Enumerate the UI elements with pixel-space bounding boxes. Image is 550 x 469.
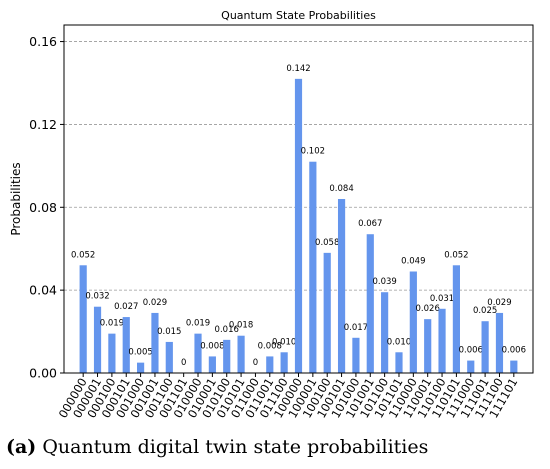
figure-caption: (a) Quantum digital twin state probabili…	[6, 436, 546, 458]
data-label: 0.049	[401, 257, 425, 267]
bar-010101	[237, 335, 245, 373]
caption-text: Quantum digital twin state probabilities	[36, 436, 429, 458]
y-axis-label: Probabilities	[9, 162, 23, 235]
y-tick-label: 0.08	[29, 200, 57, 215]
data-label: 0.010	[272, 337, 296, 347]
bar-111101	[510, 360, 518, 373]
bar-100000	[294, 78, 303, 373]
bar-101001	[366, 234, 374, 373]
data-label: 0.006	[459, 346, 483, 356]
bar-010001	[208, 356, 216, 373]
data-label: 0.029	[487, 298, 511, 308]
data-label: 0.008	[258, 341, 282, 351]
caption-tag: (a)	[6, 436, 37, 458]
data-label: 0.084	[329, 184, 353, 194]
bar-110100	[438, 308, 446, 373]
bar-000101	[122, 317, 130, 373]
data-label: 0.067	[358, 219, 382, 229]
data-label: 0.058	[315, 238, 339, 248]
data-label: 0.005	[128, 348, 152, 358]
data-label: 0.015	[157, 327, 181, 337]
bar-000100	[108, 333, 116, 373]
bar-010000	[194, 333, 202, 373]
data-label: 0.019	[100, 319, 124, 329]
bar-001100	[165, 341, 173, 373]
bar-101101	[395, 352, 403, 373]
bar-001000	[137, 362, 145, 373]
bar-100101	[337, 199, 346, 373]
data-label: 0.142	[286, 64, 310, 74]
data-label: 0.008	[200, 341, 224, 351]
bar-010100	[223, 339, 231, 373]
data-label: 0.019	[186, 319, 210, 329]
probability-bar-chart: 0.052 0.032 0.019 0.027 0.005 0.029 0.015 0 0.01…	[9, 9, 534, 421]
bar-111001	[481, 321, 489, 373]
data-label: 0	[253, 358, 258, 368]
bar-100100	[323, 252, 331, 373]
data-label: 0.102	[301, 147, 325, 157]
data-label: 0.006	[502, 346, 526, 356]
data-label: 0.016	[215, 325, 239, 335]
bar-110101	[452, 265, 460, 373]
bar-111100	[495, 312, 504, 373]
bar-011100	[280, 352, 288, 373]
bars: 0.052 0.032 0.019 0.027 0.005 0.029 0.015 0 0.01…	[71, 64, 526, 373]
data-label: 0.025	[473, 306, 497, 316]
bar-100001	[309, 161, 317, 373]
data-label: 0.027	[114, 302, 138, 312]
bar-110000	[409, 271, 417, 373]
bar-101100	[381, 292, 389, 373]
data-label: 0.039	[372, 277, 396, 287]
y-tick-label: 0.12	[29, 117, 57, 132]
data-label: 0.031	[430, 294, 454, 304]
data-label: 0.026	[416, 304, 440, 314]
chart-title: Quantum State Probabilities	[221, 9, 376, 22]
bar-110001	[424, 319, 432, 373]
y-tick-label: 0.16	[29, 34, 57, 49]
y-tick-label: 0.00	[29, 366, 57, 381]
bar-011001	[266, 356, 274, 373]
data-label: 0.018	[229, 321, 253, 331]
data-label: 0.052	[71, 250, 95, 260]
y-tick-label: 0.04	[29, 283, 57, 298]
bar-101000	[352, 337, 360, 373]
data-label: 0.029	[143, 298, 167, 308]
data-label: 0.010	[387, 337, 411, 347]
bar-000001	[93, 306, 102, 373]
data-label: 0	[181, 358, 186, 368]
bar-111000	[467, 360, 475, 373]
bar-001001	[151, 312, 159, 373]
data-label: 0.032	[85, 292, 109, 302]
data-label: 0.017	[344, 323, 368, 333]
bar-000000	[79, 265, 87, 373]
axis-ticks: 0.000.040.080.120.1600000000000100010000…	[29, 34, 520, 420]
data-label: 0.052	[444, 250, 468, 260]
